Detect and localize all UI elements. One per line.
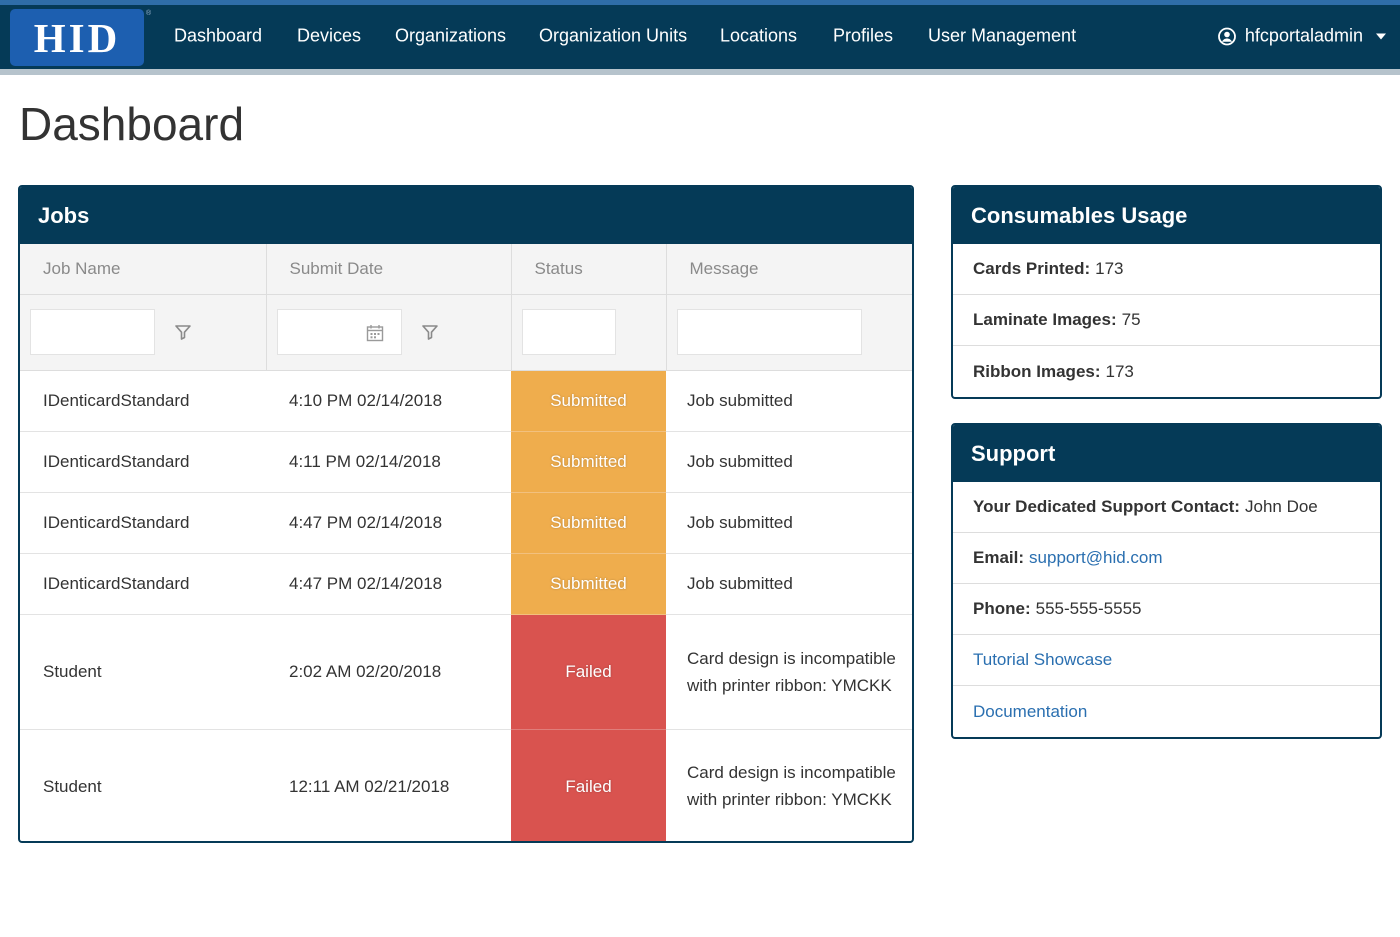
filter-cell-submit-date <box>266 294 512 371</box>
message-cell: Job submitted <box>666 553 912 615</box>
nav-organizations[interactable]: Organizations <box>395 25 507 46</box>
support-email-label: Email: <box>973 548 1025 567</box>
table-row[interactable]: Student 2:02 AM 02/20/2018 Failed Card d… <box>20 614 912 730</box>
consumable-label: Laminate Images: <box>973 310 1117 329</box>
filter-funnel-icon[interactable] <box>421 324 438 340</box>
status-badge: Submitted <box>511 553 666 615</box>
column-header-status[interactable]: Status <box>511 244 667 295</box>
job-name-cell: IDenticardStandard <box>20 431 266 493</box>
consumables-panel-title: Consumables Usage <box>953 187 1380 244</box>
message-cell: Card design is incompatible with printer… <box>687 763 896 810</box>
support-panel-title: Support <box>953 425 1380 482</box>
navbar-shadow <box>0 69 1400 75</box>
filter-cell-message <box>666 294 912 371</box>
submit-date-cell: 4:11 PM 02/14/2018 <box>266 431 511 493</box>
consumables-panel: Consumables Usage Cards Printed: 173 Lam… <box>951 185 1382 399</box>
message-filter-input[interactable] <box>676 309 862 355</box>
page-title: Dashboard <box>19 98 245 150</box>
chevron-down-icon <box>1376 33 1386 39</box>
support-contact-row: Your Dedicated Support Contact: John Doe <box>953 482 1380 533</box>
status-badge: Submitted <box>511 431 666 493</box>
nav-user-management[interactable]: User Management <box>928 25 1077 46</box>
submit-date-cell: 4:47 PM 02/14/2018 <box>266 553 511 615</box>
documentation-link[interactable]: Documentation <box>973 701 1088 721</box>
column-header-submit-date[interactable]: Submit Date <box>266 244 512 295</box>
logo-registered-mark: ® <box>146 10 152 17</box>
table-row[interactable]: IDenticardStandard 4:47 PM 02/14/2018 Su… <box>20 492 912 554</box>
job-name-cell: IDenticardStandard <box>20 553 266 615</box>
support-phone-label: Phone: <box>973 599 1031 618</box>
support-panel: Support Your Dedicated Support Contact: … <box>951 423 1382 739</box>
support-email-row: Email: support@hid.com <box>953 533 1380 584</box>
consumable-value: 173 <box>1105 361 1134 381</box>
support-phone-value: 555-555-5555 <box>1035 599 1142 618</box>
submit-date-filter-input[interactable] <box>276 309 402 355</box>
filter-funnel-icon[interactable] <box>175 324 191 340</box>
consumable-value: 173 <box>1095 259 1124 278</box>
nav-locations[interactable]: Locations <box>720 25 798 46</box>
nav-profiles[interactable]: Profiles <box>833 25 894 46</box>
message-cell: Job submitted <box>666 431 912 493</box>
nav-dashboard[interactable]: Dashboard <box>174 25 263 46</box>
job-name-filter-input[interactable] <box>30 309 155 355</box>
job-name-cell: IDenticardStandard <box>20 370 266 432</box>
status-badge: Failed <box>511 614 666 730</box>
consumable-label: Ribbon Images: <box>973 361 1101 381</box>
nav-devices[interactable]: Devices <box>297 25 362 46</box>
column-header-message[interactable]: Message <box>666 244 912 295</box>
job-name-cell: Student <box>43 776 102 796</box>
list-item: Laminate Images: 75 <box>953 295 1380 346</box>
filter-cell-status <box>511 294 667 371</box>
table-row[interactable]: IDenticardStandard 4:11 PM 02/14/2018 Su… <box>20 431 912 493</box>
support-contact-value: John Doe <box>1244 497 1318 516</box>
documentation-row: Documentation <box>953 686 1380 737</box>
table-row[interactable]: IDenticardStandard 4:47 PM 02/14/2018 Su… <box>20 553 912 615</box>
nav-organization-units[interactable]: Organization Units <box>539 25 688 46</box>
submit-date-cell: 4:47 PM 02/14/2018 <box>266 492 511 554</box>
message-cell: Job submitted <box>666 492 912 554</box>
consumable-value: 75 <box>1121 310 1141 329</box>
column-header-job-name[interactable]: Job Name <box>20 244 267 295</box>
submit-date-cell: 2:02 AM 02/20/2018 <box>266 614 511 730</box>
navbar-accent-strip <box>0 0 1400 5</box>
calendar-icon[interactable] <box>366 324 384 342</box>
submit-date-cell: 4:10 PM 02/14/2018 <box>266 370 511 432</box>
consumable-label: Cards Printed: <box>973 259 1091 278</box>
hid-logo[interactable]: HID <box>10 9 144 66</box>
tutorial-showcase-link[interactable]: Tutorial Showcase <box>973 650 1113 669</box>
jobs-table: Job Name Submit Date Status Message <box>20 244 912 841</box>
status-badge: Failed <box>511 729 666 841</box>
status-filter-input[interactable] <box>521 309 616 355</box>
jobs-panel-title: Jobs <box>20 187 912 244</box>
top-navbar: HID ® Dashboard Devices Organizations Or… <box>0 5 1400 69</box>
user-menu[interactable]: hfcportaladmin <box>1218 26 1386 47</box>
status-badge: Submitted <box>511 492 666 554</box>
jobs-panel: Jobs Job Name Submit Date Status Message <box>18 185 914 843</box>
list-item: Ribbon Images: 173 <box>953 346 1380 397</box>
job-name-cell: IDenticardStandard <box>20 492 266 554</box>
support-contact-label: Your Dedicated Support Contact: <box>973 497 1240 516</box>
job-name-cell: Student <box>20 614 266 730</box>
support-phone-row: Phone: 555-555-5555 <box>953 584 1380 635</box>
tutorial-row: Tutorial Showcase <box>953 635 1380 686</box>
filter-cell-job-name <box>20 294 267 371</box>
list-item: Cards Printed: 173 <box>953 244 1380 295</box>
status-badge: Submitted <box>511 370 666 432</box>
user-circle-icon <box>1218 27 1236 45</box>
message-cell: Card design is incompatible with printer… <box>666 614 912 730</box>
user-menu-name: hfcportaladmin <box>1244 25 1363 46</box>
table-row[interactable]: Student 12:11 AM 02/21/2018 Failed Card … <box>20 729 912 841</box>
table-row[interactable]: IDenticardStandard 4:10 PM 02/14/2018 Su… <box>20 370 912 432</box>
message-cell: Job submitted <box>666 370 912 432</box>
support-email-link[interactable]: support@hid.com <box>1029 548 1163 567</box>
submit-date-cell: 12:11 AM 02/21/2018 <box>289 776 450 796</box>
